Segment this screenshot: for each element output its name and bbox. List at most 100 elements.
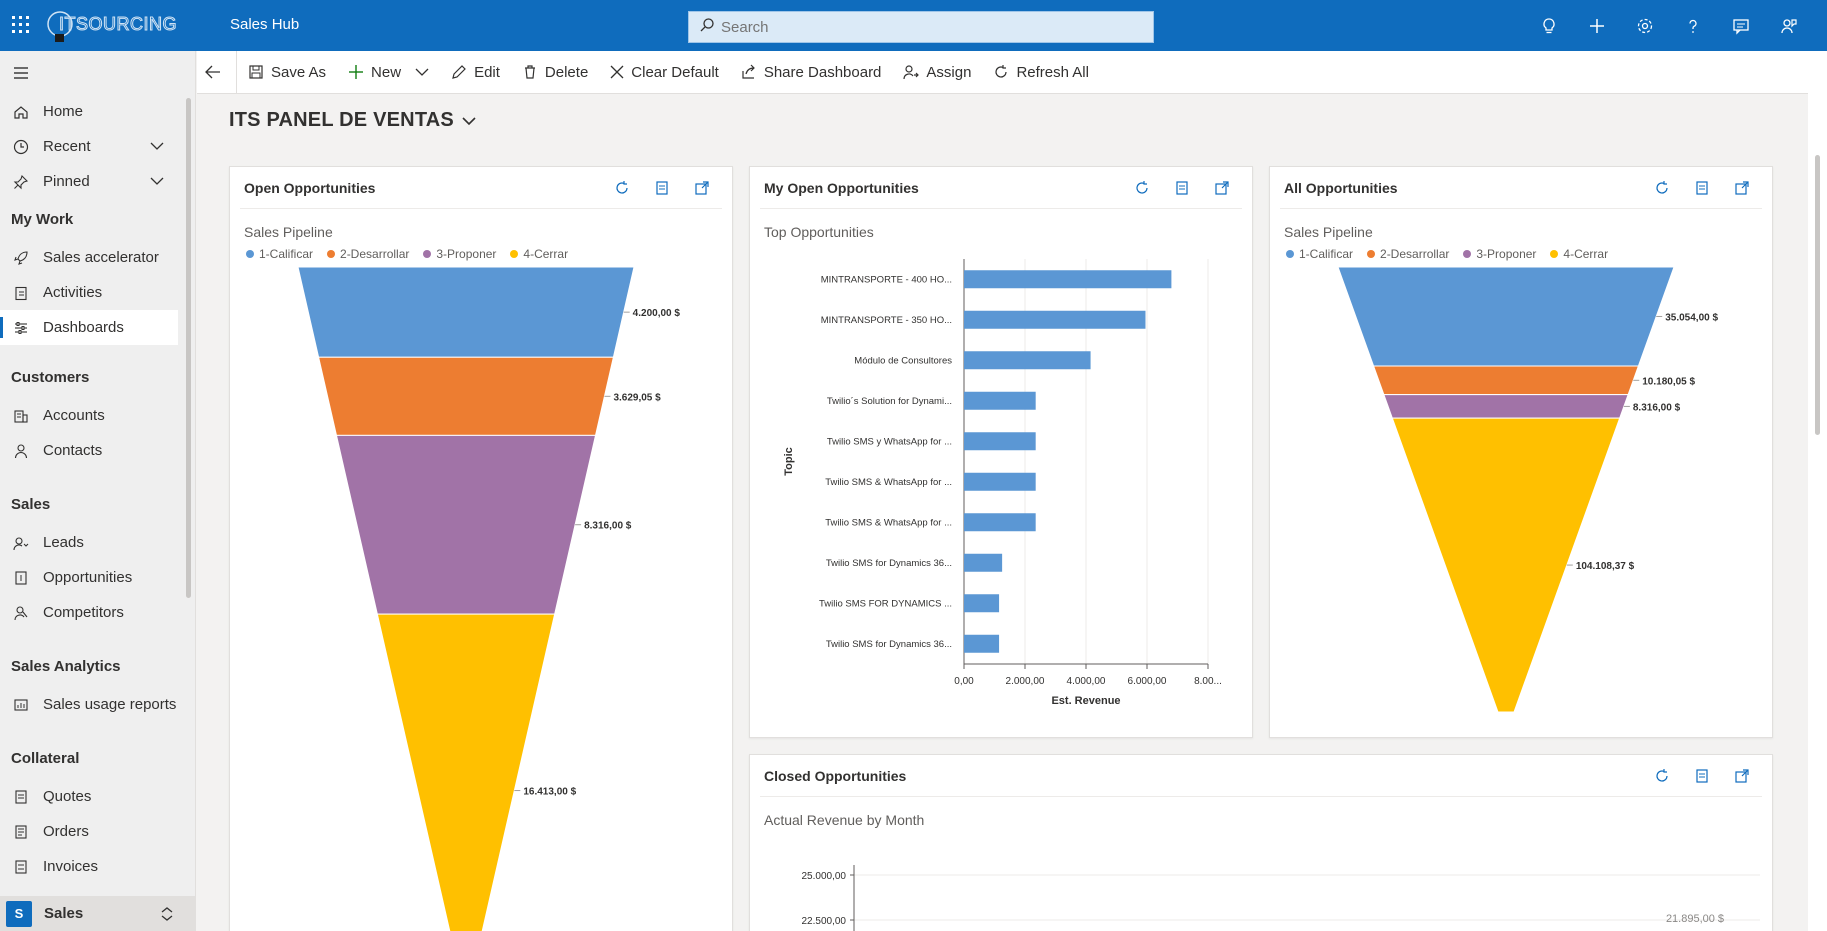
chart-title: Top Opportunities (764, 224, 874, 240)
funnel-segment[interactable] (1337, 267, 1675, 367)
nav-item-sales-usage-reports[interactable]: Sales usage reports (0, 687, 178, 722)
nav-collapse-button[interactable] (0, 51, 178, 95)
company-logo[interactable]: ITSOURCING (46, 4, 216, 46)
chevron-down-icon[interactable] (150, 174, 164, 192)
legend-item[interactable]: 3-Proponer (423, 247, 496, 261)
funnel-segment[interactable] (318, 356, 614, 436)
share-dashboard-button[interactable]: Share Dashboard (730, 51, 893, 94)
back-button[interactable] (197, 50, 237, 94)
expand-icon[interactable] (1722, 761, 1762, 791)
nav-label: Accounts (43, 407, 105, 424)
help-icon[interactable] (1669, 0, 1717, 51)
card-title: All Opportunities (1284, 179, 1398, 196)
data-label: 8.316,00 $ (1633, 402, 1681, 413)
save-as-button[interactable]: Save As (237, 51, 337, 94)
nav-item-dashboards[interactable]: Dashboards (0, 310, 178, 345)
funnel-segment[interactable] (376, 613, 556, 931)
assign-label: Assign (926, 63, 972, 81)
person-feedback-icon[interactable] (1765, 0, 1813, 51)
funnel-segment[interactable] (335, 434, 597, 615)
funnel-segment[interactable] (1372, 365, 1640, 396)
refresh-icon[interactable] (1642, 173, 1682, 203)
expand-icon[interactable] (1722, 173, 1762, 203)
nav-item-quotes[interactable]: Quotes (0, 779, 178, 814)
nav-label: Sales usage reports (43, 696, 177, 713)
legend-item[interactable]: 2-Desarrollar (1367, 247, 1449, 261)
view-records-icon[interactable] (1162, 173, 1202, 203)
bar[interactable] (964, 351, 1091, 370)
plus-icon[interactable] (1573, 0, 1621, 51)
area-switcher[interactable]: S Sales (0, 896, 196, 931)
search-input[interactable] (721, 18, 1141, 36)
bar[interactable] (964, 513, 1036, 532)
nav-item-accounts[interactable]: Accounts (0, 398, 178, 433)
view-records-icon[interactable] (1682, 173, 1722, 203)
new-button[interactable]: New (337, 51, 440, 94)
save-icon (249, 65, 263, 79)
nav-item-activities[interactable]: Activities (0, 275, 178, 310)
legend-item[interactable]: 1-Calificar (246, 247, 313, 261)
nav-label: Invoices (43, 858, 99, 875)
funnel-segment[interactable] (297, 267, 635, 358)
view-records-icon[interactable] (642, 173, 682, 203)
refresh-icon[interactable] (1122, 173, 1162, 203)
dashboard-selector[interactable]: ITS PANEL DE VENTAS (229, 109, 476, 132)
main-scrollbar-thumb[interactable] (1815, 155, 1820, 435)
pencil-icon (452, 65, 466, 79)
bar[interactable] (964, 472, 1036, 491)
view-records-icon[interactable] (1682, 761, 1722, 791)
nav-item-contacts[interactable]: Contacts (0, 433, 178, 468)
delete-button[interactable]: Delete (511, 51, 599, 94)
edit-label: Edit (474, 63, 500, 81)
y-tick-label: Twilio SMS for Dynamics 36... (826, 639, 952, 650)
expand-icon[interactable] (1202, 173, 1242, 203)
app-launcher-icon[interactable] (10, 14, 32, 36)
hamburger-icon (11, 63, 31, 83)
bar[interactable] (964, 310, 1146, 329)
bar[interactable] (964, 270, 1172, 289)
funnel-chart: 35.054,00 $ 10.180,05 $ 8.316,00 $ 104.108,… (1337, 267, 1718, 713)
quote-document-icon (11, 787, 31, 807)
expand-icon[interactable] (682, 173, 722, 203)
funnel-segment[interactable] (1383, 394, 1629, 419)
nav-item-recent[interactable]: Recent (0, 129, 178, 164)
chat-icon[interactable] (1717, 0, 1765, 51)
legend-item[interactable]: 2-Desarrollar (327, 247, 409, 261)
legend-item[interactable]: 4-Cerrar (510, 247, 568, 261)
nav-item-sales-accelerator[interactable]: Sales accelerator (0, 240, 178, 275)
assign-button[interactable]: Assign (892, 51, 982, 94)
bar[interactable] (964, 634, 1000, 653)
refresh-icon[interactable] (602, 173, 642, 203)
lightbulb-icon[interactable] (1525, 0, 1573, 51)
phone-person-icon (11, 533, 31, 553)
nav-group-collateral: Collateral (11, 750, 80, 767)
legend-item[interactable]: 3-Proponer (1463, 247, 1536, 261)
refresh-icon[interactable] (1642, 761, 1682, 791)
funnel-segment[interactable] (1391, 417, 1621, 713)
nav-item-leads[interactable]: Leads (0, 525, 178, 560)
chevron-down-icon[interactable] (150, 139, 164, 157)
nav-item-pinned[interactable]: Pinned (0, 164, 178, 199)
nav-scrollbar[interactable] (186, 98, 191, 598)
app-title[interactable]: Sales Hub (230, 16, 300, 33)
bar[interactable] (964, 432, 1036, 451)
nav-item-home[interactable]: Home (0, 94, 178, 129)
gear-icon[interactable] (1621, 0, 1669, 51)
legend-item[interactable]: 1-Calificar (1286, 247, 1353, 261)
line-chart: 25.000,00 22.500,00 21.895,00 $ (802, 865, 1760, 931)
bar[interactable] (964, 391, 1036, 410)
clear-default-button[interactable]: Clear Default (599, 51, 730, 94)
refresh-all-button[interactable]: Refresh All (982, 51, 1100, 94)
nav-item-opportunities[interactable]: Opportunities (0, 560, 178, 595)
nav-item-competitors[interactable]: Competitors (0, 595, 178, 630)
new-label: New (371, 63, 402, 81)
legend-item[interactable]: 4-Cerrar (1550, 247, 1608, 261)
bar[interactable] (964, 594, 1000, 613)
global-search[interactable] (688, 11, 1154, 43)
nav-item-invoices[interactable]: Invoices (0, 849, 178, 884)
edit-button[interactable]: Edit (440, 51, 511, 94)
trash-icon (524, 65, 535, 79)
bar[interactable] (964, 553, 1003, 572)
nav-item-orders[interactable]: Orders (0, 814, 178, 849)
nav-label: Recent (43, 138, 91, 155)
